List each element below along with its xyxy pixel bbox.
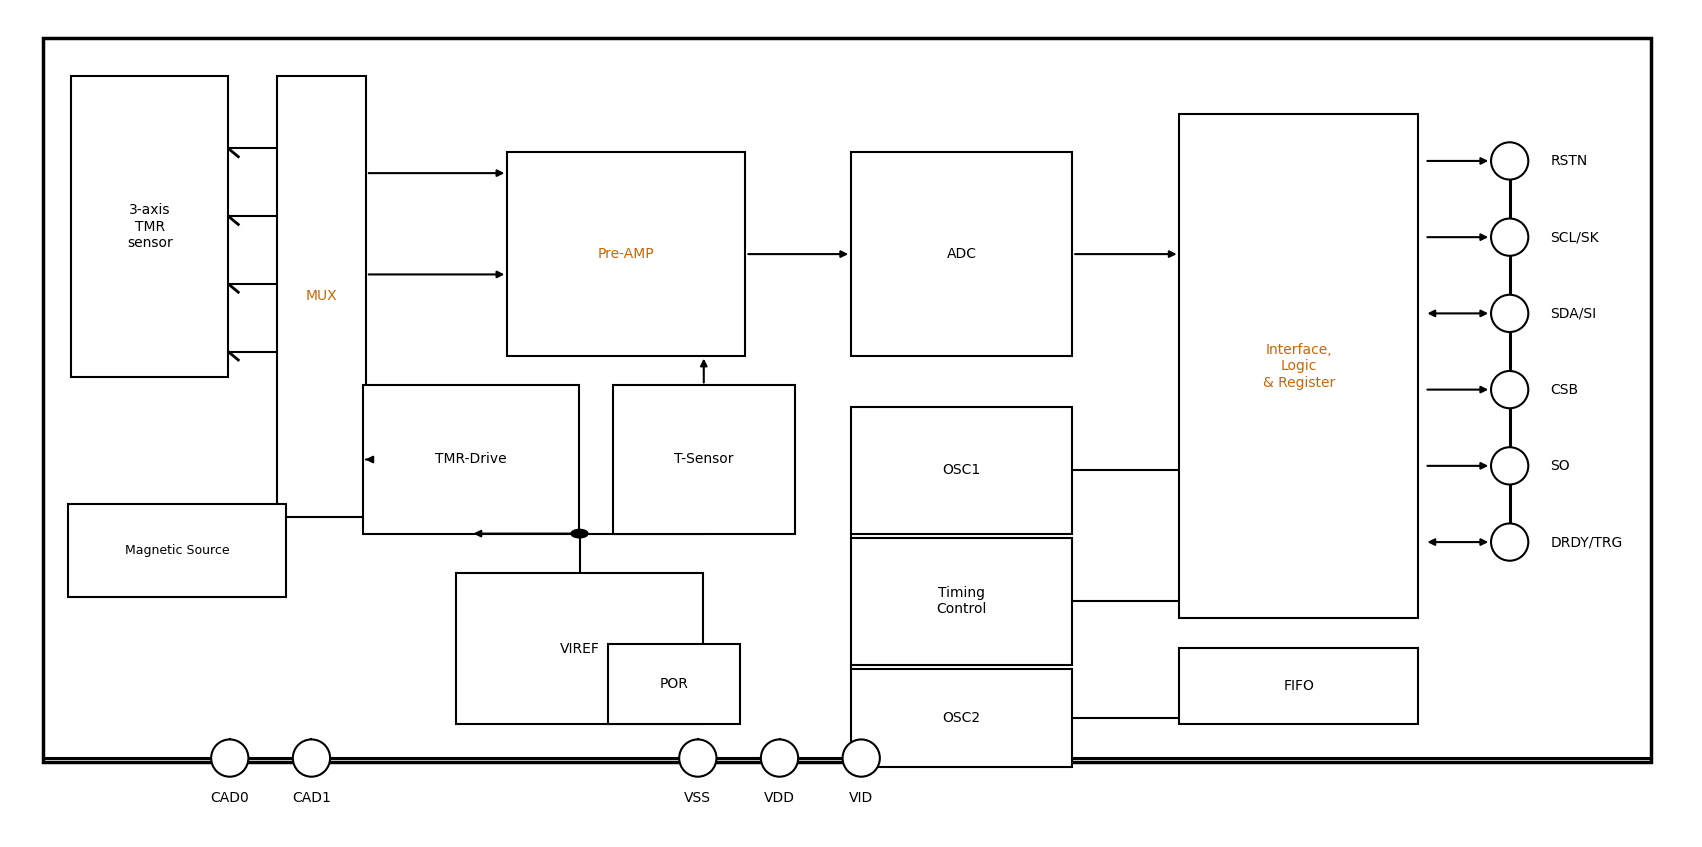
Text: SDA/SI: SDA/SI [1551,307,1596,320]
Bar [613,385,795,534]
Text: RSTN: RSTN [1551,154,1588,168]
Bar [851,669,1072,767]
Text: FIFO: FIFO [1283,679,1314,693]
Text: CAD0: CAD0 [211,791,248,805]
Bar [851,538,1072,665]
Ellipse shape [1491,523,1528,561]
Text: CAD1: CAD1 [293,791,330,805]
Text: VID: VID [849,791,873,805]
Bar [363,385,579,534]
Text: Magnetic Source: Magnetic Source [124,544,230,557]
Ellipse shape [761,739,798,777]
Ellipse shape [293,739,330,777]
Text: OSC1: OSC1 [943,463,980,477]
Bar [851,152,1072,356]
Text: VSS: VSS [684,791,711,805]
Text: Interface,
Logic
& Register: Interface, Logic & Register [1263,343,1334,390]
Text: SCL/SK: SCL/SK [1551,230,1600,244]
Text: POR: POR [660,677,688,691]
Ellipse shape [1491,219,1528,256]
Bar [71,76,228,377]
Circle shape [572,529,589,538]
Bar [1179,648,1418,724]
Text: OSC2: OSC2 [943,711,980,725]
Bar [851,407,1072,534]
Text: T-Sensor: T-Sensor [674,452,734,467]
Text: ADC: ADC [946,247,977,261]
Bar [68,504,286,597]
Text: TMR-Drive: TMR-Drive [434,452,507,467]
Text: CSB: CSB [1551,383,1578,396]
Bar [608,644,740,724]
Text: MUX: MUX [306,290,337,303]
Ellipse shape [211,739,248,777]
Text: SO: SO [1551,459,1569,473]
Text: Timing
Control: Timing Control [936,586,987,617]
Bar [277,76,366,517]
Ellipse shape [679,739,717,777]
Ellipse shape [1491,447,1528,484]
Text: 3-axis
TMR
sensor: 3-axis TMR sensor [128,203,172,250]
Text: VIREF: VIREF [560,642,599,656]
Text: Pre-AMP: Pre-AMP [597,247,655,261]
Ellipse shape [1491,371,1528,408]
Bar [456,573,703,724]
Bar [43,38,1651,762]
Text: VDD: VDD [764,791,795,805]
Ellipse shape [1491,142,1528,180]
Ellipse shape [842,739,880,777]
Bar [1179,114,1418,618]
Text: DRDY/TRG: DRDY/TRG [1551,535,1622,549]
Bar [507,152,745,356]
Ellipse shape [1491,295,1528,332]
